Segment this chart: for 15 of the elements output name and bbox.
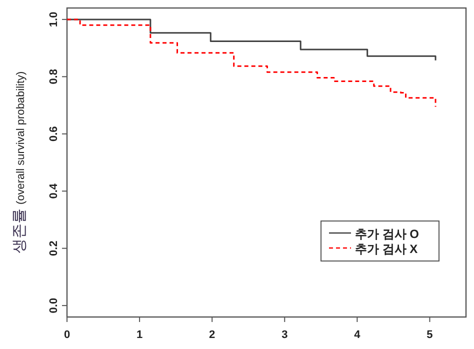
x-tick-label: 0 <box>64 329 70 341</box>
y-tick-label: 0.6 <box>48 126 60 142</box>
y-tick-label: 0.2 <box>48 240 60 256</box>
legend-label: 추가 검사 X <box>355 242 418 256</box>
x-tick-label: 3 <box>282 329 288 341</box>
x-tick-label: 1 <box>136 329 143 341</box>
y-axis-title: 생존률 (overall survival probability) <box>11 71 28 254</box>
x-tick-label: 4 <box>354 329 362 341</box>
x-tick-label: 2 <box>209 329 216 341</box>
x-tick-label: 5 <box>426 329 433 341</box>
y-tick-label: 0.8 <box>48 69 60 84</box>
y-tick-label: 0.0 <box>48 298 60 314</box>
y-tick-label: 1.0 <box>48 12 60 28</box>
y-tick-label: 0.4 <box>48 182 60 199</box>
legend-label: 추가 검사 O <box>355 227 420 241</box>
